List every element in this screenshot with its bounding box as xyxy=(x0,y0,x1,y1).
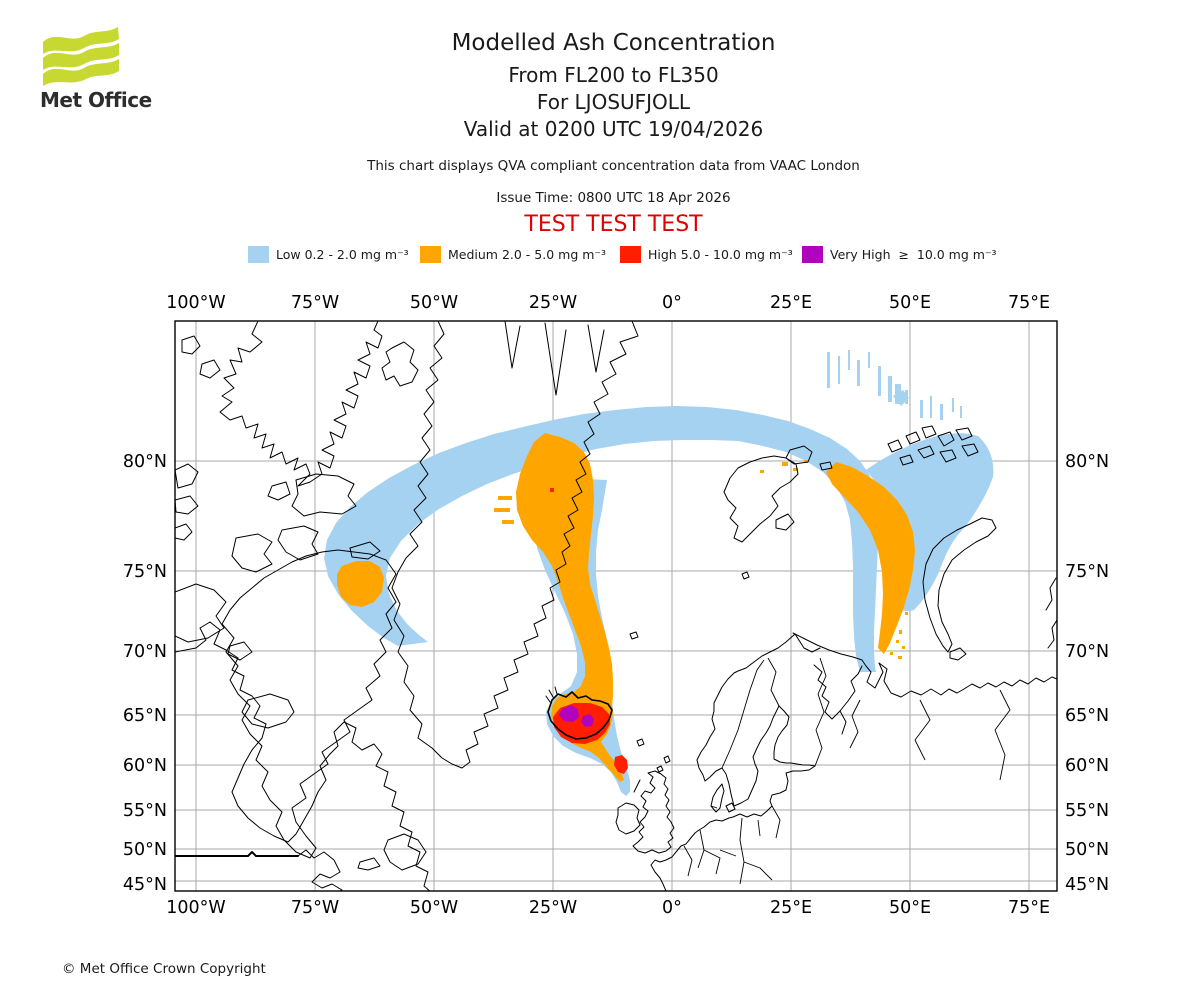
very-high-blob-1 xyxy=(559,705,579,722)
lat-label: 65°N xyxy=(123,706,167,726)
lon-label: 25°W xyxy=(529,293,577,313)
grid-lines xyxy=(175,321,1057,891)
ash-layer-medium xyxy=(337,433,915,782)
legend-label-very-high: Very High ≥ 10.0 mg m⁻³ xyxy=(830,247,997,262)
met-office-logo xyxy=(43,27,119,86)
lat-label: 65°N xyxy=(1065,706,1109,726)
lat-labels-right: 80°N 75°N 70°N 65°N 60°N 55°N 50°N 45°N xyxy=(1065,452,1109,895)
lon-label: 50°E xyxy=(889,898,931,918)
page-title: Modelled Ash Concentration xyxy=(451,30,776,56)
legend-swatch-low xyxy=(248,246,269,263)
lon-label: 75°W xyxy=(291,898,339,918)
high-tail-patch xyxy=(614,755,628,774)
lon-label: 100°W xyxy=(166,293,225,313)
copyright-notice: © Met Office Crown Copyright xyxy=(62,961,266,977)
border-lines xyxy=(683,657,1011,885)
legend-swatch-high xyxy=(620,246,641,263)
axis-labels: 100°W 75°W 50°W 25°W 0° 25°E 50°E 75°E 1… xyxy=(123,293,1109,918)
valid-time-subtitle: Valid at 0200 UTC 19/04/2026 xyxy=(463,117,764,141)
legend-label-medium: Medium 2.0 - 5.0 mg m⁻³ xyxy=(448,247,607,262)
lat-label: 75°N xyxy=(1065,562,1109,582)
legend-swatch-medium xyxy=(420,246,441,263)
lat-label: 80°N xyxy=(1065,452,1109,472)
lat-label: 45°N xyxy=(123,875,167,895)
volcano-subtitle: For LJOSUFJOLL xyxy=(536,90,691,114)
legend: Low 0.2 - 2.0 mg m⁻³ Medium 2.0 - 5.0 mg… xyxy=(0,246,1200,266)
lat-label: 70°N xyxy=(1065,642,1109,662)
lat-label: 50°N xyxy=(1065,840,1109,860)
very-high-blob-2 xyxy=(581,714,594,727)
met-office-logo-text: Met Office xyxy=(40,88,152,112)
low-streak-patch xyxy=(893,390,909,406)
medium-west-blob xyxy=(337,561,384,607)
lat-label: 60°N xyxy=(1065,756,1109,776)
lat-label: 75°N xyxy=(123,562,167,582)
lat-label: 60°N xyxy=(123,756,167,776)
lon-label: 25°W xyxy=(529,898,577,918)
lat-label: 55°N xyxy=(123,801,167,821)
compliance-note: This chart displays QVA compliant concen… xyxy=(367,158,860,174)
lon-label: 100°W xyxy=(166,898,225,918)
map-frame xyxy=(174,320,1058,892)
low-main-band xyxy=(324,406,879,672)
lon-label: 0° xyxy=(662,898,682,918)
lon-label: 0° xyxy=(662,293,682,313)
lat-labels-left: 80°N 75°N 70°N 65°N 60°N 55°N 50°N 45°N xyxy=(123,452,167,895)
logo-waves xyxy=(43,27,119,86)
legend-swatch-very-high xyxy=(802,246,823,263)
ash-layer-very-high xyxy=(559,705,594,727)
lon-label: 75°W xyxy=(291,293,339,313)
lon-label: 50°E xyxy=(889,293,931,313)
lat-label: 45°N xyxy=(1065,875,1109,895)
legend-label-high: High 5.0 - 10.0 mg m⁻³ xyxy=(648,247,793,262)
medium-east-greenland-plume xyxy=(516,433,624,782)
coastlines xyxy=(175,321,1057,891)
lon-label: 50°W xyxy=(410,293,458,313)
lon-labels-bottom: 100°W 75°W 50°W 25°W 0° 25°E 50°E 75°E xyxy=(166,898,1050,918)
test-banner: TEST TEST TEST xyxy=(524,212,703,237)
lon-label: 50°W xyxy=(410,898,458,918)
lat-label: 80°N xyxy=(123,452,167,472)
flight-levels-subtitle: From FL200 to FL350 xyxy=(508,63,719,87)
lon-labels-top: 100°W 75°W 50°W 25°W 0° 25°E 50°E 75°E xyxy=(166,293,1050,313)
lon-label: 75°E xyxy=(1008,293,1050,313)
lat-label: 50°N xyxy=(123,840,167,860)
legend-label-low: Low 0.2 - 2.0 mg m⁻³ xyxy=(276,247,409,262)
medium-right-crescent xyxy=(826,462,915,654)
lon-label: 75°E xyxy=(1008,898,1050,918)
lon-label: 25°E xyxy=(770,293,812,313)
lat-label: 55°N xyxy=(1065,801,1109,821)
lon-label: 25°E xyxy=(770,898,812,918)
issue-time: Issue Time: 0800 UTC 18 Apr 2026 xyxy=(496,190,731,206)
lat-label: 70°N xyxy=(123,642,167,662)
